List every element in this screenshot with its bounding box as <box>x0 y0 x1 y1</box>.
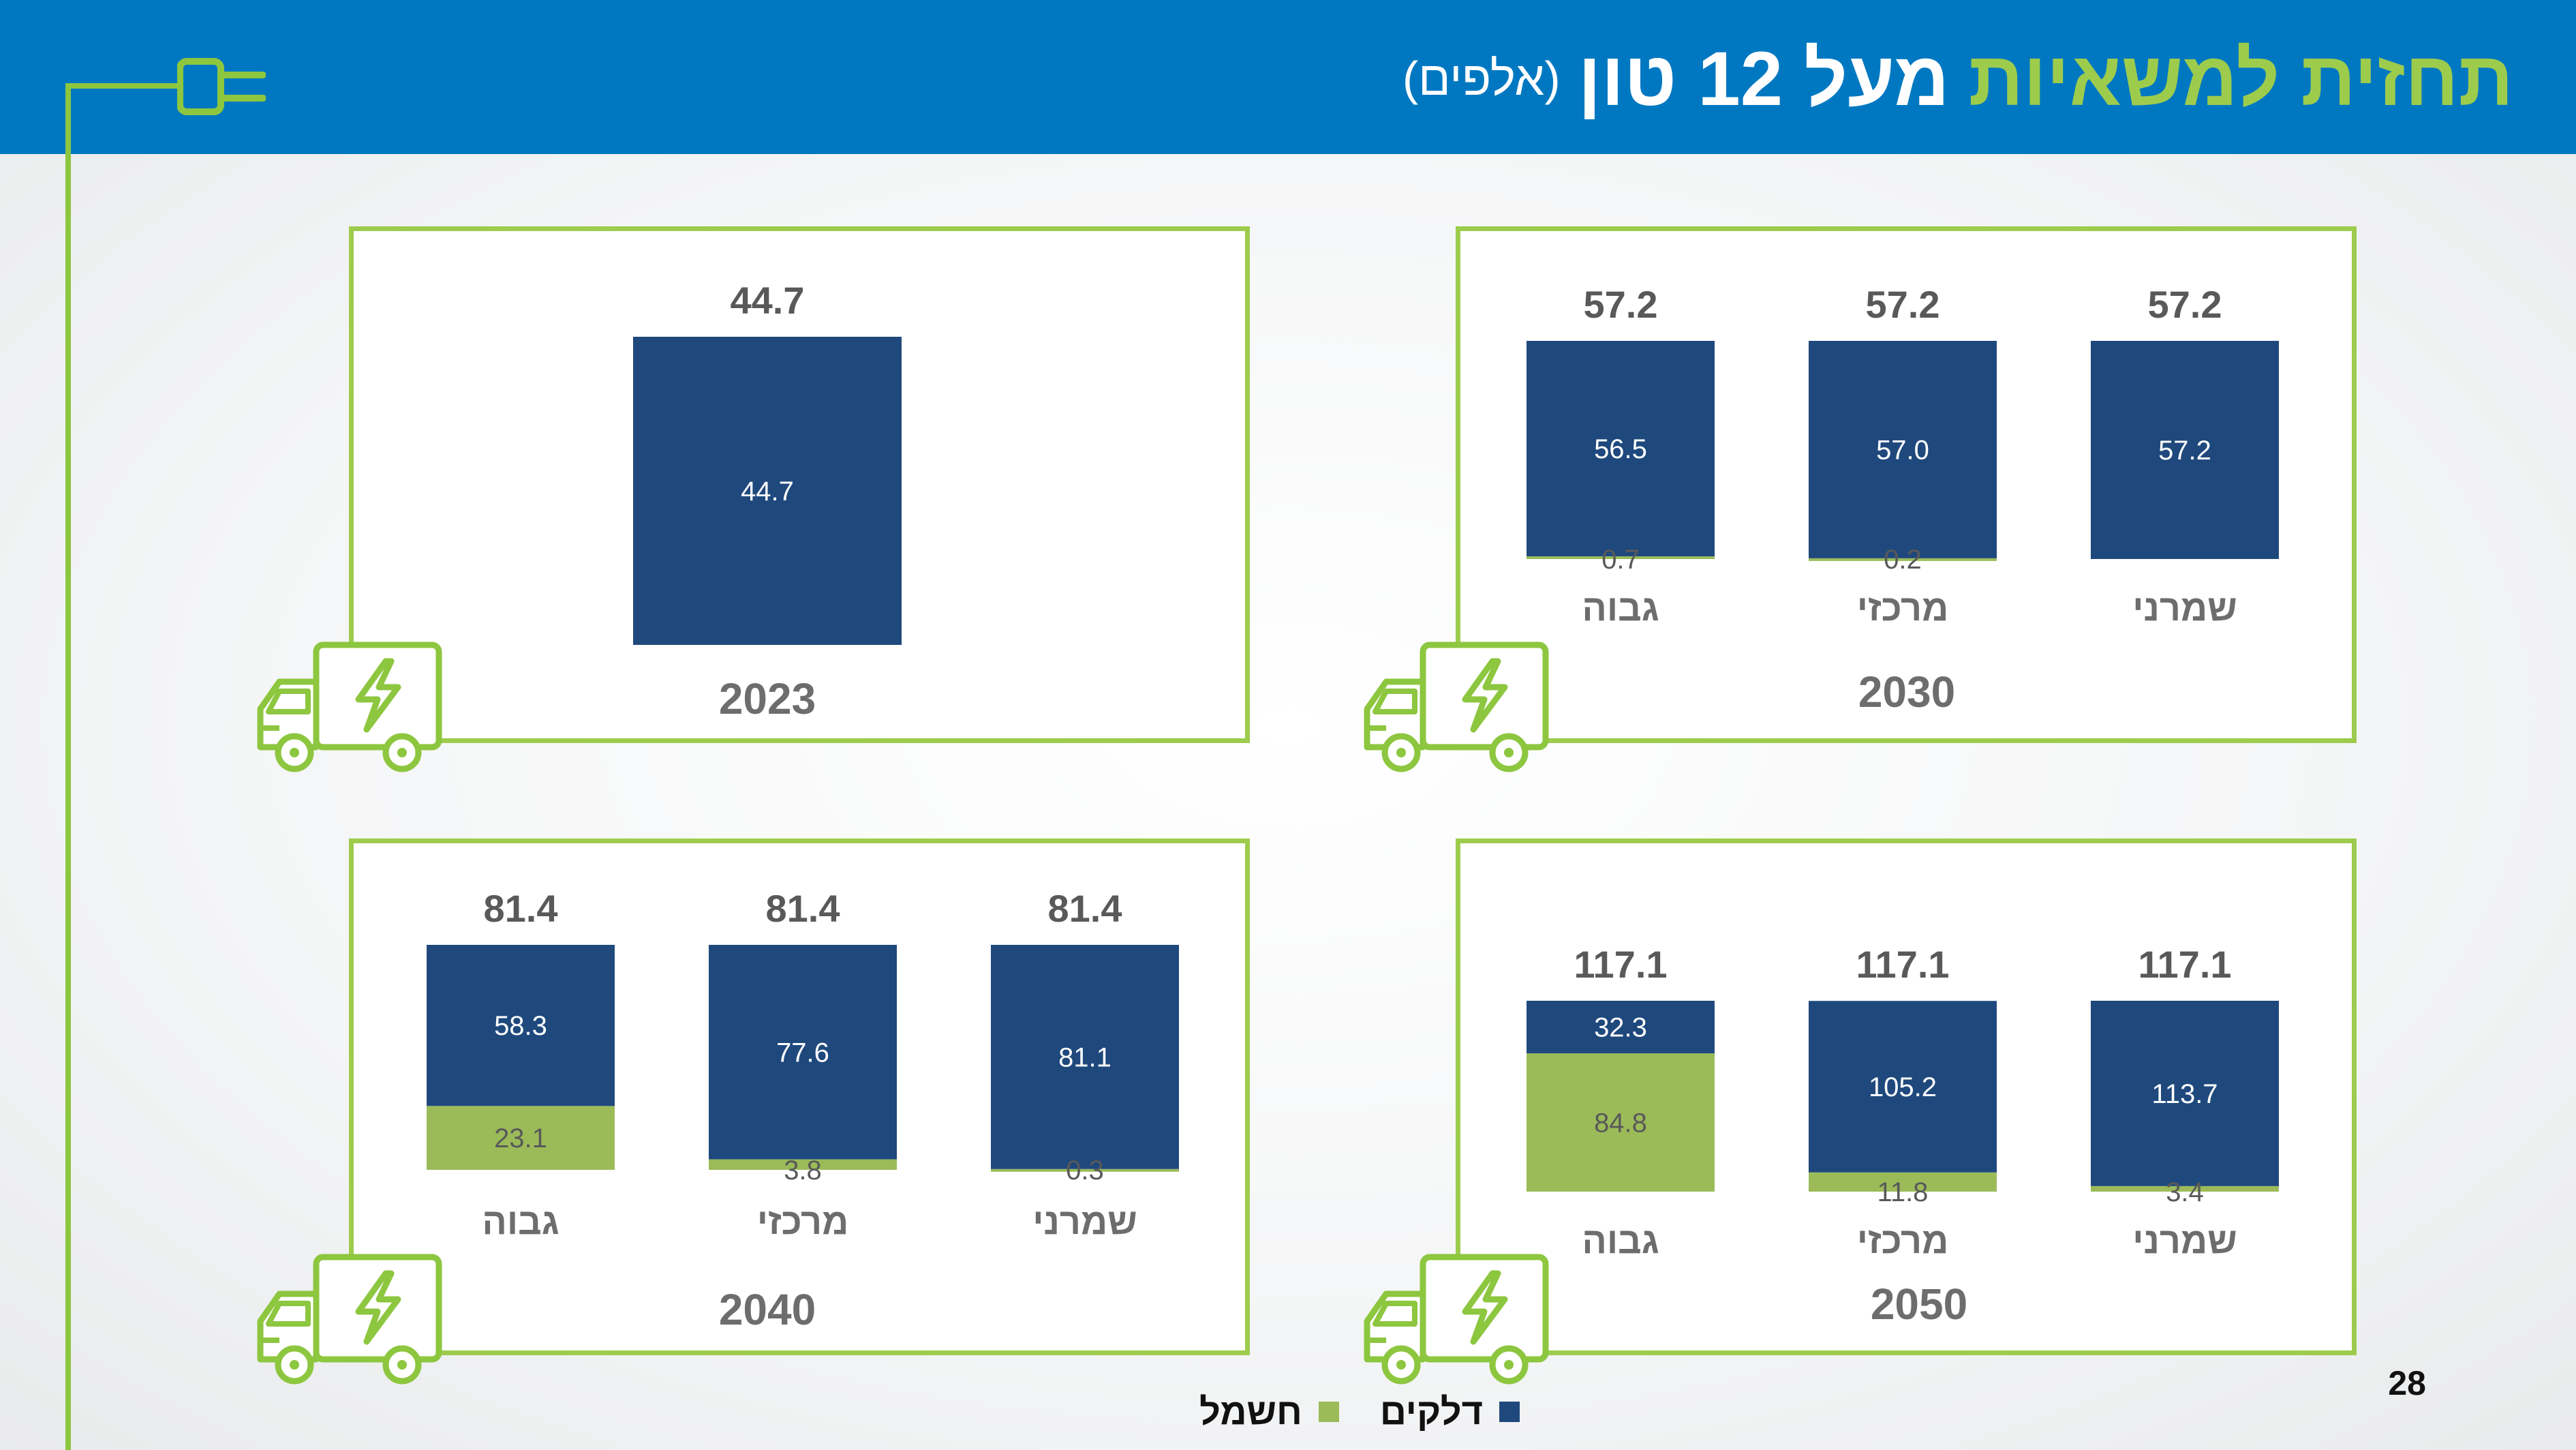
legend-item-fuel: דלקים <box>1380 1391 1520 1433</box>
electric-truck-icon <box>1359 641 1557 777</box>
electric-truck-icon <box>252 641 450 777</box>
bar-fuel <box>633 337 902 645</box>
total-label: 81.4 <box>484 887 558 930</box>
category-label: גבוה <box>1582 588 1659 629</box>
category-label: שמרני <box>1032 1201 1137 1242</box>
category-label: מרכזי <box>757 1201 849 1242</box>
bar-fuel <box>709 945 897 1160</box>
bar-electric <box>1809 558 1997 561</box>
total-label: 57.2 <box>1584 283 1658 326</box>
bar-fuel <box>2091 341 2279 559</box>
data-label-electric: 0.7 <box>1601 545 1640 575</box>
page-title: תחזית למשאיות מעל 12 טון (אלפים) <box>1402 27 2513 130</box>
total-label: 44.7 <box>731 279 805 322</box>
bar-fuel <box>1527 1001 1715 1054</box>
total-label: 57.2 <box>1866 283 1940 326</box>
total-label: 117.1 <box>1856 943 1949 986</box>
data-label-electric: 3.8 <box>784 1156 822 1185</box>
data-label-electric: 84.8 <box>1594 1108 1647 1138</box>
electric-truck-icon <box>1359 1253 1557 1389</box>
legend-label-electric: חשמל <box>1199 1391 1302 1432</box>
legend-item-electric: חשמל <box>1199 1391 1339 1433</box>
total-label: 57.2 <box>2148 283 2222 326</box>
title-white: מעל 12 טון <box>1578 35 1950 121</box>
category-label: מרכזי <box>1857 588 1949 629</box>
category-label: שמרני <box>2132 1220 2237 1261</box>
total-label: 81.4 <box>766 887 840 930</box>
page-number: 28 <box>2388 1364 2426 1402</box>
bar-fuel <box>1527 341 1715 557</box>
total-label: 117.1 <box>1574 943 1667 986</box>
bar-fuel <box>1809 341 1997 558</box>
data-label-fuel: 56.5 <box>1594 434 1647 464</box>
year-label-2030: 2030 <box>1858 667 1956 716</box>
data-label-fuel: 57.2 <box>2158 436 2211 466</box>
legend: דלקים חשמל <box>1199 1391 1520 1433</box>
bar-fuel <box>991 945 1179 1169</box>
data-label-electric: 23.1 <box>494 1123 547 1153</box>
data-label-electric: 0.2 <box>1884 545 1922 575</box>
data-label-fuel: 113.7 <box>2151 1079 2218 1109</box>
total-label: 117.1 <box>2138 943 2231 986</box>
data-label-electric: 3.4 <box>2166 1177 2204 1207</box>
plug-icon <box>177 58 266 115</box>
header-bar: תחזית למשאיות מעל 12 טון (אלפים) <box>0 0 2576 154</box>
category-label: גבוה <box>1582 1220 1659 1261</box>
data-label-fuel: 32.3 <box>1594 1013 1647 1043</box>
bar-fuel <box>1809 1001 1997 1173</box>
data-label-fuel: 58.3 <box>494 1011 547 1041</box>
data-label-fuel: 57.0 <box>1876 435 1929 465</box>
category-label: מרכזי <box>1857 1220 1949 1261</box>
category-label: שמרני <box>2132 588 2237 629</box>
bar-electric <box>1527 556 1715 560</box>
plug-line-vertical <box>65 83 71 1450</box>
category-label: גבוה <box>482 1201 559 1242</box>
bar-fuel <box>2091 1001 2279 1186</box>
data-label-electric: 0.3 <box>1066 1156 1104 1185</box>
bar-electric <box>427 1106 615 1170</box>
title-green: תחזית למשאיות <box>1968 35 2513 121</box>
bar-electric <box>1809 1172 1997 1192</box>
plug-line-horizontal <box>65 83 181 89</box>
bar-fuel <box>427 945 615 1106</box>
electric-truck-icon <box>252 1253 450 1389</box>
year-label-2050: 2050 <box>1870 1280 1968 1329</box>
legend-label-fuel: דלקים <box>1379 1391 1484 1432</box>
title-subtitle: (אלפים) <box>1402 52 1561 105</box>
data-label-fuel: 81.1 <box>1058 1042 1111 1072</box>
bar-electric <box>991 1168 1179 1172</box>
legend-swatch-electric <box>1318 1402 1339 1422</box>
data-label-fuel: 77.6 <box>776 1038 829 1068</box>
bar-electric <box>2091 1185 2279 1192</box>
data-label-fuel: 105.2 <box>1869 1072 1937 1102</box>
legend-swatch-fuel <box>1499 1402 1520 1422</box>
total-label: 81.4 <box>1048 887 1122 930</box>
bar-electric <box>1527 1053 1715 1192</box>
bar-electric <box>709 1159 897 1170</box>
year-label-2023: 2023 <box>718 674 816 723</box>
data-label-electric: 11.8 <box>1877 1177 1929 1207</box>
year-label-2040: 2040 <box>718 1285 816 1334</box>
data-label-fuel: 44.7 <box>741 477 794 507</box>
